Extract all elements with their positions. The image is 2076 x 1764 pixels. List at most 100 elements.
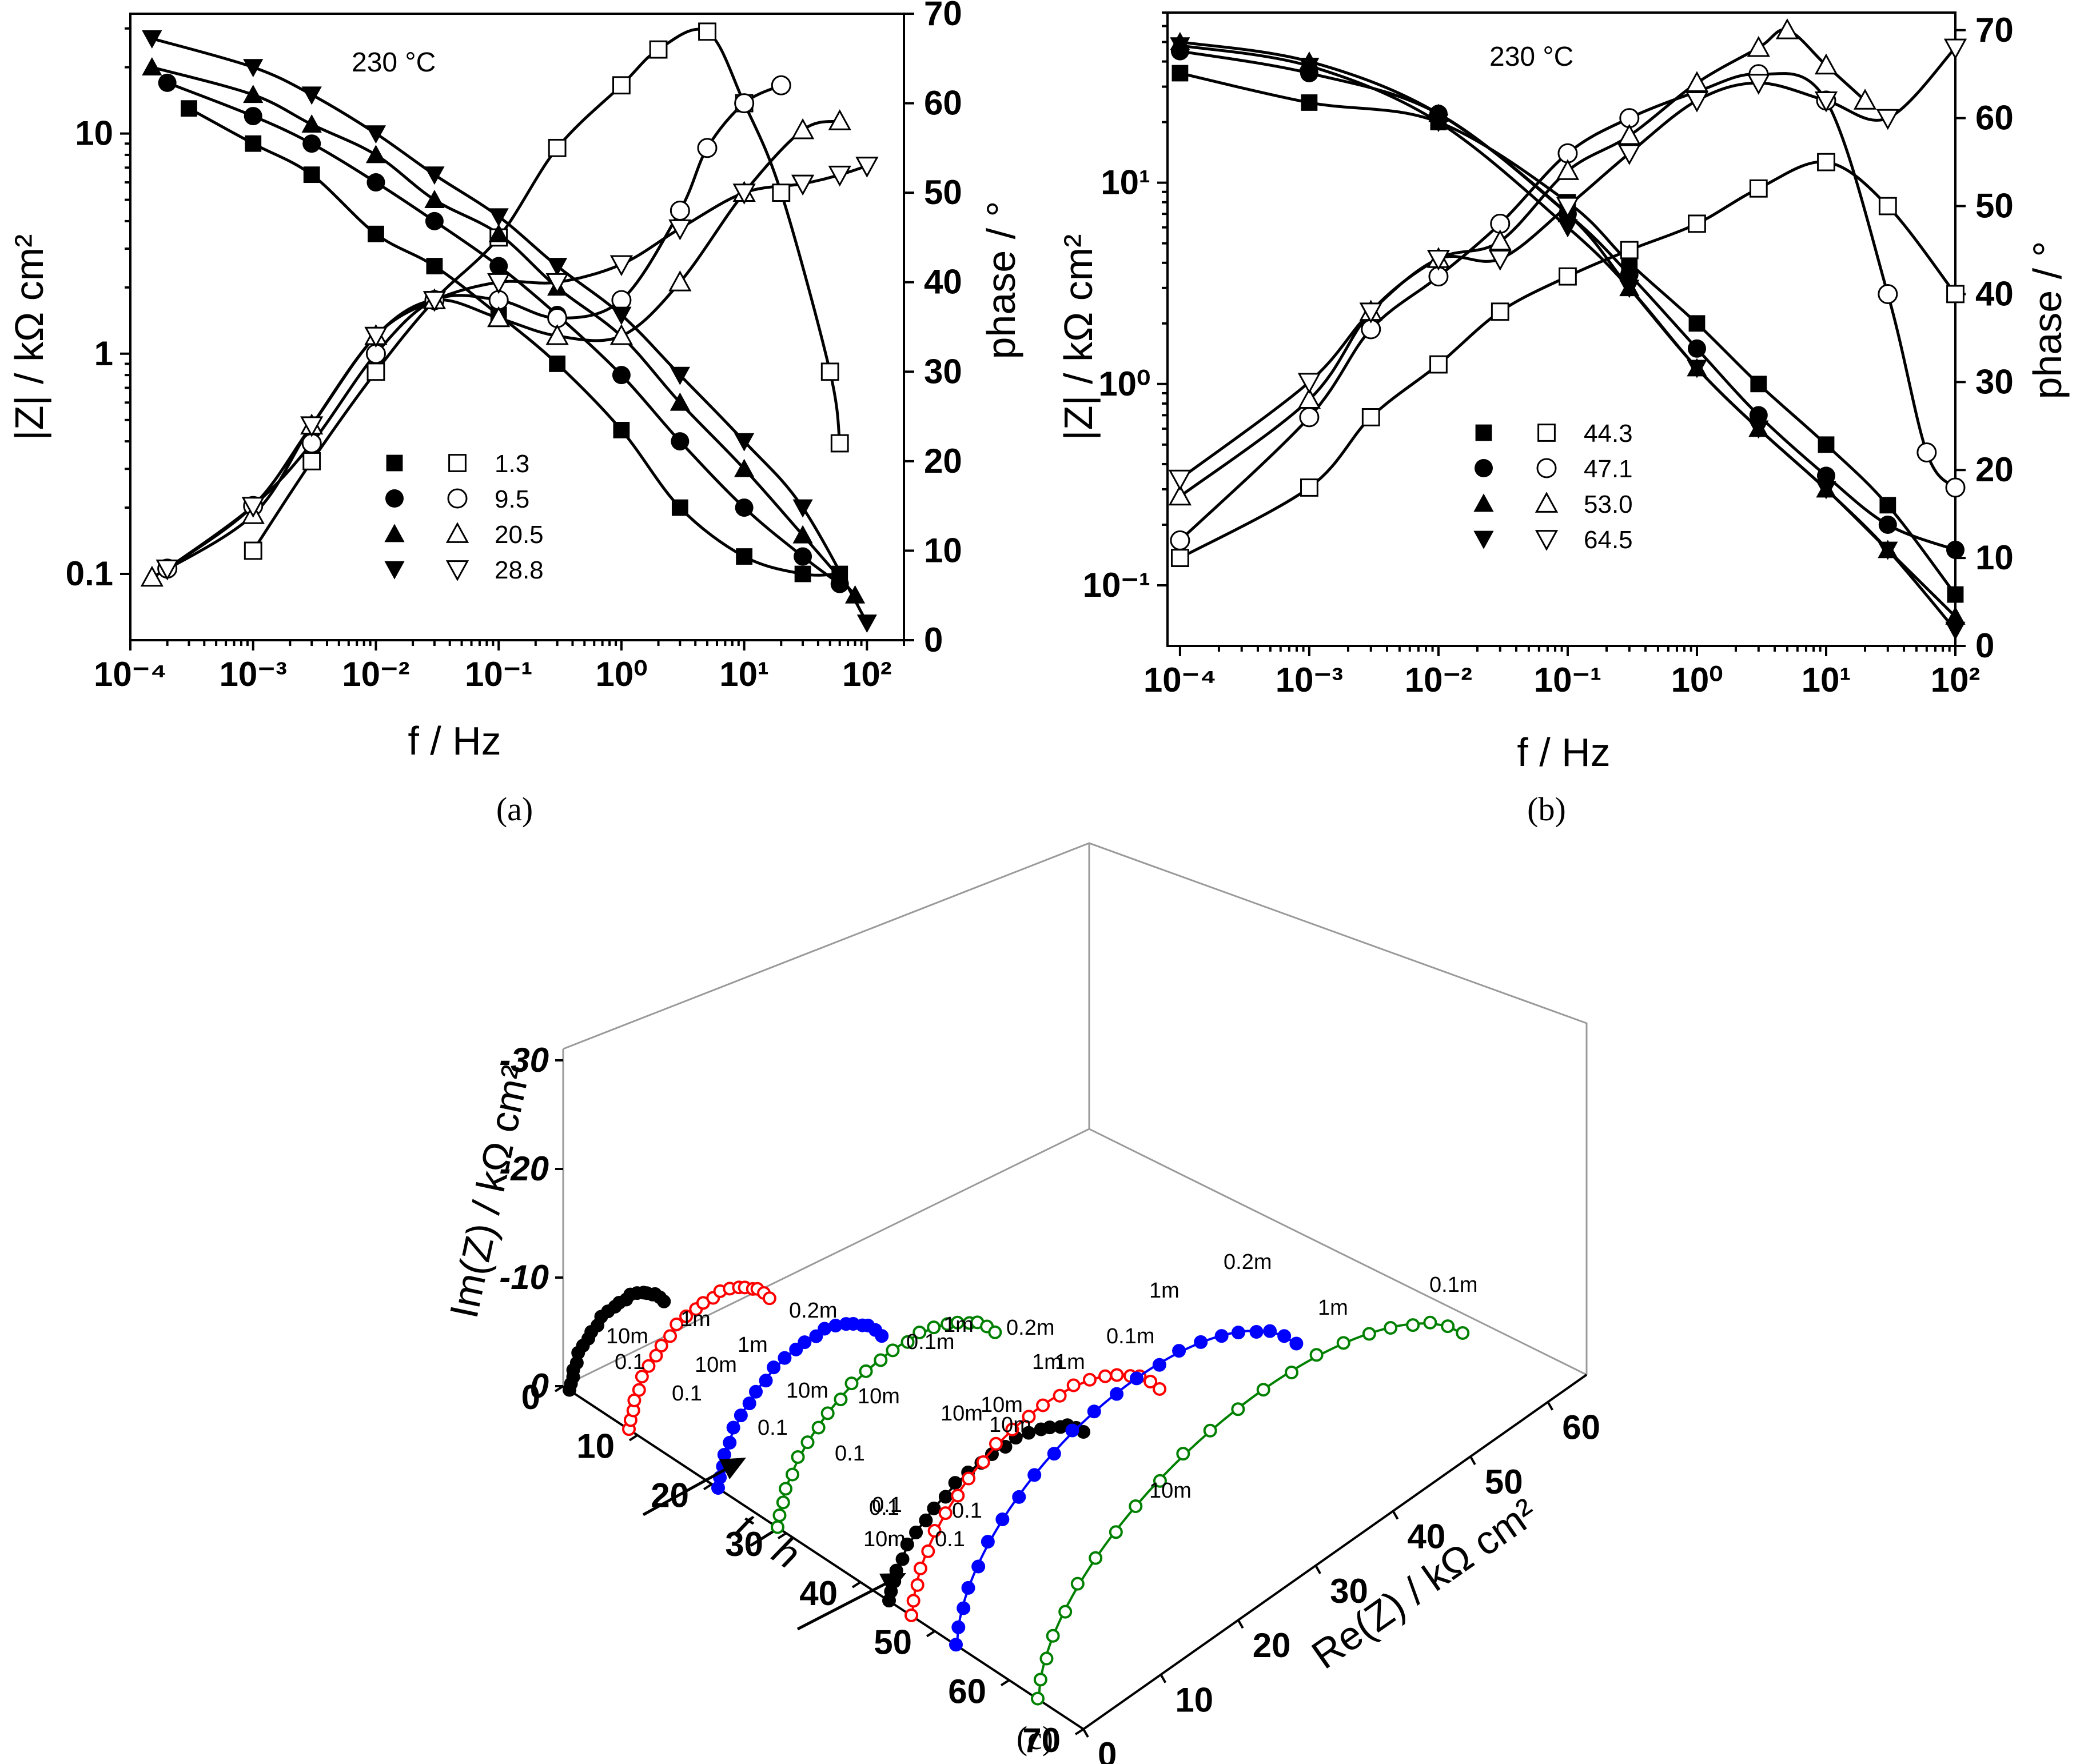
panel-b-frame (1166, 11, 1957, 647)
nyquist-point-early-green-1 (772, 1508, 787, 1522)
y-left-tick-label: 10⁻¹ (1083, 566, 1150, 604)
phase-point-20.5-7 (609, 324, 633, 345)
x-tick-label: 10² (842, 655, 892, 693)
modulus-point-20.5-11 (844, 585, 866, 604)
nyquist-point-late-blue-4 (971, 1559, 986, 1574)
nyquist-point-early-blue-4 (723, 1435, 737, 1450)
nyquist-point-late-green-9 (1153, 1474, 1167, 1488)
nyquist-point-early-red-4 (632, 1383, 646, 1397)
im-tick-label: -10 (499, 1258, 549, 1296)
phase-point-53.0-9 (1775, 18, 1799, 39)
x-tick-label: 10⁻² (342, 655, 409, 693)
panel-a-xlabel: f / Hz (408, 719, 501, 763)
nyquist-point-late-red-4 (921, 1544, 935, 1558)
nyquist-point-late-red-0 (904, 1608, 918, 1622)
phase-point-20.5-8 (668, 270, 692, 292)
nyquist-point-late-blue-1 (951, 1620, 966, 1634)
x-tick-label: 10⁻³ (220, 655, 287, 693)
legend-open-64.5 (1535, 530, 1559, 551)
nyquist-point-late-green-6 (1089, 1551, 1103, 1565)
modulus-point-47.1-4 (1620, 265, 1639, 284)
phase-point-20.5-5 (487, 306, 511, 328)
panel-c-series (563, 1280, 1470, 1706)
nyquist-point-late-green-4 (1058, 1605, 1073, 1619)
modulus-point-47.1-5 (1687, 339, 1706, 358)
nyquist-frequency-label: 0.1 (672, 1382, 702, 1406)
modulus-point-44.3-7 (1818, 436, 1835, 453)
phase-point-28.8-4 (423, 291, 447, 312)
phase-point-28.8-11 (828, 165, 851, 187)
modulus-point-64.5-5 (1687, 360, 1707, 378)
nyquist-frequency-label: 1m (738, 1333, 768, 1357)
panel-c-time-axis (562, 1385, 1085, 1730)
nyquist-point-early-blue-7 (742, 1396, 756, 1411)
y-left-tick-label: 10 (75, 114, 113, 153)
t-tick-label: 50 (874, 1623, 912, 1662)
modulus-point-1.3-0 (181, 100, 197, 117)
nyquist-frequency-label: 0.1 (872, 1493, 902, 1517)
legend-filled-20.5 (384, 524, 405, 542)
panel-b-legend: 44.3 47.1 53.0 64.5 (1473, 420, 1633, 554)
nyquist-point-late-green-20 (1423, 1315, 1437, 1330)
nyquist-point-late-red-17 (1098, 1369, 1113, 1383)
phase-point-44.3-9 (1817, 153, 1835, 171)
nyquist-point-late-red-10 (989, 1436, 1003, 1451)
nyquist-point-early-green-6 (800, 1435, 815, 1450)
nyquist-point-late-blue-7 (1012, 1490, 1026, 1504)
phase-point-64.5-2 (1359, 302, 1382, 324)
x-tick-label: 10⁰ (1671, 661, 1723, 699)
modulus-point-20.5-5 (488, 224, 509, 242)
y-right-tick-label: 20 (1975, 450, 2014, 489)
x-tick-label: 10⁰ (596, 655, 648, 693)
phase-point-53.0-0 (1168, 484, 1192, 506)
nyquist-frequency-label: 0.2m (789, 1299, 837, 1323)
x-tick-label: 10⁻² (1405, 661, 1472, 699)
panel-a-legend: 1.3 9.5 20.5 28.8 (384, 450, 544, 584)
nyquist-point-early-red-22 (762, 1291, 776, 1306)
t-tick-label: 70 (1022, 1721, 1061, 1759)
nyquist-point-late-blue-10 (1065, 1423, 1079, 1438)
modulus-point-64.5-1 (1299, 58, 1320, 77)
re-tick (1159, 1674, 1167, 1683)
nyquist-point-late-green-16 (1336, 1336, 1350, 1350)
nyquist-point-late-blue-16 (1194, 1335, 1208, 1349)
nyquist-point-late-blue-0 (949, 1638, 963, 1652)
panel-a-temperature: 230 °C (352, 47, 436, 78)
nyquist-point-late-blue-5 (981, 1535, 995, 1549)
y-right-tick-label: 70 (1975, 11, 2014, 49)
t-tick (777, 1532, 787, 1539)
nyquist-point-early-red-6 (641, 1359, 656, 1373)
modulus-point-1.3-4 (426, 258, 443, 274)
modulus-point-9.5-5 (489, 257, 508, 276)
modulus-point-9.5-3 (366, 173, 385, 192)
modulus-point-9.5-1 (244, 107, 262, 126)
modulus-point-9.5-11 (830, 574, 849, 593)
phase-point-53.0-10 (1814, 53, 1838, 75)
modulus-point-64.5-7 (1816, 481, 1836, 500)
nyquist-point-late-red-3 (913, 1561, 927, 1575)
phase-point-1.3-1 (302, 452, 321, 470)
phase-point-1.3-2 (366, 362, 385, 381)
nyquist-point-late-black-9 (938, 1490, 953, 1504)
nyquist-point-late-red-1 (906, 1594, 921, 1608)
modulus-point-64.5-2 (1428, 114, 1449, 133)
panel-b-xlabel: f / Hz (1517, 730, 1610, 775)
nyquist-frequency-label: 1m (1149, 1279, 1180, 1303)
nyquist-point-late-blue-15 (1172, 1344, 1186, 1358)
legend-open-47.1 (1536, 458, 1557, 478)
nyquist-point-late-green-3 (1046, 1629, 1060, 1643)
phase-point-64.5-1 (1297, 373, 1321, 394)
modulus-point-9.5-9 (735, 498, 754, 517)
phase-point-47.1-1 (1299, 407, 1320, 428)
modulus-point-20.5-10 (792, 525, 813, 544)
panel-a-frame (129, 13, 905, 641)
phase-point-9.5-9 (697, 138, 718, 158)
modulus-point-28.8-2 (301, 86, 322, 105)
legend-open-1.3 (448, 454, 467, 472)
nyquist-point-late-blue-3 (961, 1581, 975, 1595)
panel-b-temperature: 230 °C (1489, 42, 1573, 72)
phase-point-44.3-7 (1688, 214, 1706, 233)
phase-point-53.0-8 (1747, 35, 1770, 57)
nyquist-point-early-blue-3 (717, 1447, 731, 1462)
